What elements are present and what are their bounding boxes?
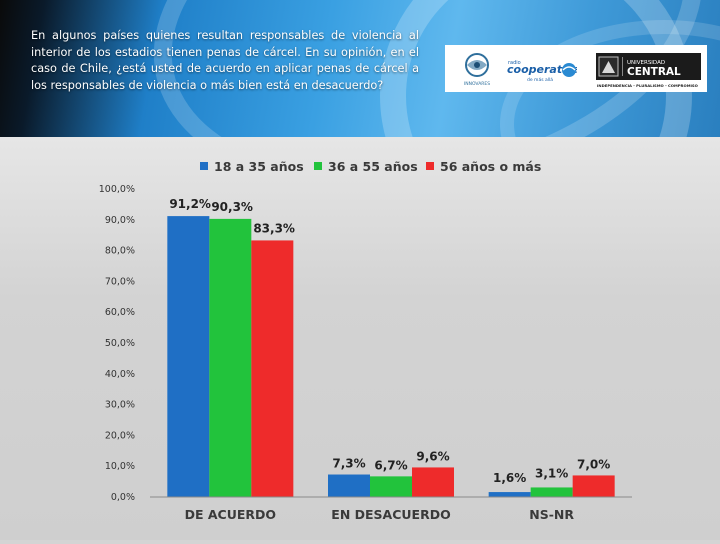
- legend-swatch: [200, 162, 208, 170]
- category-label: EN DESACUERDO: [331, 507, 450, 522]
- data-label: 3,1%: [535, 466, 568, 480]
- bar: [251, 240, 294, 497]
- central-label: CENTRAL: [627, 66, 681, 78]
- y-tick-label: 30,0%: [105, 400, 135, 411]
- x-axis: DE ACUERDO EN DESACUERDO NS-NR: [150, 496, 632, 522]
- cooperativa-logo: radio cooperativa de más allá: [507, 60, 577, 83]
- data-label: 90,3%: [211, 200, 253, 214]
- bar: [328, 474, 370, 497]
- instituto-logo-text: INNOVARES: [464, 81, 490, 87]
- sponsor-logos: INNOVARES radio cooperativa de más allá …: [445, 45, 707, 92]
- bar-chart: 18 a 35 años 36 a 55 años 56 años o más 0,…: [99, 159, 632, 522]
- legend-swatch: [314, 162, 322, 170]
- bar: [530, 487, 573, 497]
- legend-label: 56 años o más: [440, 159, 541, 174]
- bar: [209, 218, 252, 497]
- y-tick-label: 100,0%: [99, 184, 135, 195]
- bars-group: 91,2% 90,3%83,3% 7,3% 6,7% 9,6% 1,6% 3,1% 7,0%: [167, 197, 615, 497]
- chart-legend: 18 a 35 años 36 a 55 años 56 años o más: [200, 159, 541, 174]
- cooperativa-logo-sub: de más allá: [527, 76, 553, 83]
- bar: [412, 467, 454, 497]
- chart-panel: 18 a 35 años 36 a 55 años 56 años o más 0,…: [0, 137, 720, 540]
- y-tick-label: 50,0%: [105, 338, 135, 349]
- legend-label: 36 a 55 años: [328, 159, 418, 174]
- y-axis: 0,0% 10,0% 20,0% 30,0% 40,0% 50,0% 60,0% 70,0% 8…: [99, 184, 135, 503]
- data-label: 83,3%: [253, 221, 295, 235]
- header-banner: En algunos países quienes resultan respo…: [0, 0, 720, 137]
- bar: [572, 475, 615, 497]
- data-label: 91,2%: [169, 197, 211, 211]
- y-tick-label: 70,0%: [105, 276, 135, 287]
- data-label: 1,6%: [493, 471, 526, 485]
- data-label: 6,7%: [374, 458, 407, 472]
- category-label: NS-NR: [529, 507, 574, 522]
- y-tick-label: 40,0%: [105, 369, 135, 380]
- data-label: 7,0%: [577, 457, 610, 471]
- y-tick-label: 90,0%: [105, 215, 135, 226]
- category-label: DE ACUERDO: [185, 507, 276, 522]
- cooperativa-logo-small: radio: [508, 60, 521, 66]
- universidad-central-logo: UNIVERSIDAD CENTRAL INDEPENDENCIA - PLUR…: [596, 53, 701, 88]
- universidad-label: UNIVERSIDAD: [627, 60, 665, 66]
- central-tagline: INDEPENDENCIA - PLURALISMO - COMPROMISO: [597, 83, 699, 88]
- survey-question: En algunos países quienes resultan respo…: [31, 29, 419, 92]
- y-tick-label: 20,0%: [105, 430, 135, 441]
- data-label: 7,3%: [332, 457, 365, 471]
- bar: [167, 216, 210, 497]
- legend-label: 18 a 35 años: [214, 159, 304, 174]
- y-tick-label: 10,0%: [105, 461, 135, 472]
- cooperativa-logo-text: cooperativa: [507, 63, 577, 76]
- bar: [370, 476, 412, 497]
- legend-swatch: [426, 162, 434, 170]
- bar: [488, 492, 531, 497]
- y-tick-label: 0,0%: [111, 492, 135, 503]
- instituto-logo: INNOVARES: [464, 53, 490, 87]
- data-label: 9,6%: [416, 449, 449, 463]
- y-tick-label: 80,0%: [105, 246, 135, 257]
- y-tick-label: 60,0%: [105, 307, 135, 318]
